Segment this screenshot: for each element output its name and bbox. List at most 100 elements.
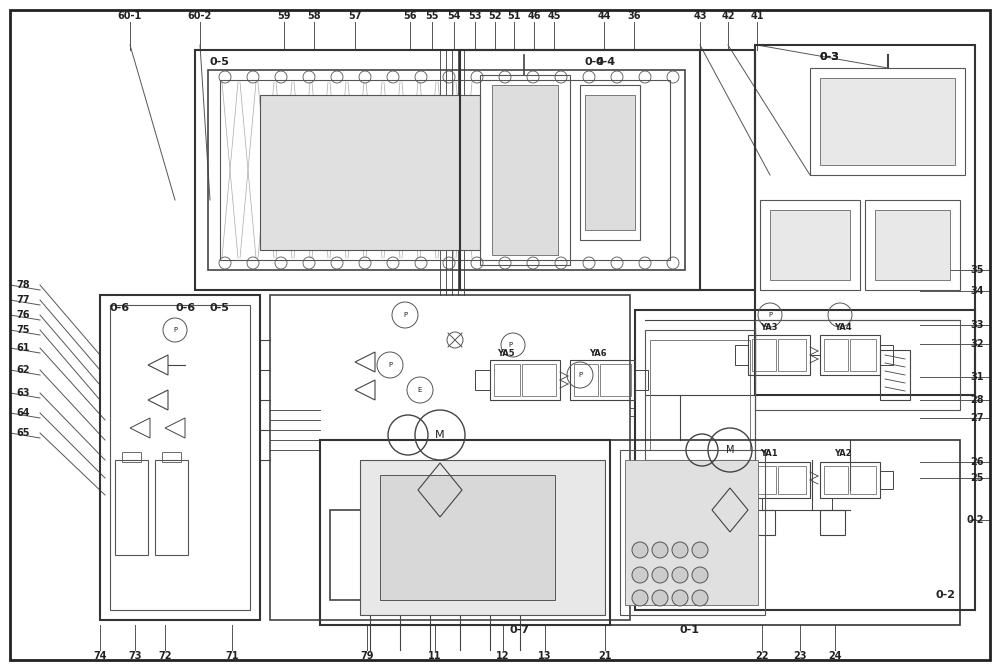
Text: 0-4: 0-4 [595,57,615,67]
Bar [820,78,955,165]
Text: 46: 46 [527,11,541,21]
Bar [850,466,876,494]
Text: P: P [173,327,177,333]
Bar [880,471,893,489]
Bar [880,350,910,400]
Bar [755,320,960,410]
Bar [610,440,960,625]
Text: 62: 62 [16,365,30,375]
Bar [650,340,750,450]
Text: 0-6: 0-6 [175,303,195,313]
Text: E: E [418,387,422,393]
Bar [770,210,850,280]
Bar [460,50,755,290]
Text: 43: 43 [693,11,707,21]
Text: 51: 51 [507,11,521,21]
Text: 53: 53 [468,11,482,21]
Bar [475,370,490,390]
Bar [752,466,776,494]
Bar [824,339,848,371]
Bar [750,510,775,535]
Bar [760,200,860,290]
Text: 0-6: 0-6 [110,303,130,313]
Text: 11: 11 [428,651,442,661]
Text: 0-3: 0-3 [820,52,840,62]
Bar [748,462,810,498]
Text: 28: 28 [970,395,984,405]
Text: 0-3: 0-3 [820,52,840,62]
Text: 44: 44 [597,11,611,21]
Text: 22: 22 [755,651,769,661]
Text: 24: 24 [828,651,842,661]
Bar [270,295,630,620]
Text: 64: 64 [16,408,30,418]
Text: 61: 61 [16,343,30,353]
Bar [155,460,188,555]
Text: 36: 36 [627,11,641,21]
Bar [380,475,555,600]
Bar [820,335,880,375]
Text: 41: 41 [750,11,764,21]
Text: YA3: YA3 [760,323,778,333]
Circle shape [652,590,668,606]
Text: 56: 56 [403,11,417,21]
Bar [635,370,648,390]
Text: M: M [435,430,445,440]
Text: P: P [403,312,407,318]
Circle shape [632,590,648,606]
Bar [162,452,181,462]
Bar [680,545,730,565]
Text: 45: 45 [547,11,561,21]
Text: 0-7: 0-7 [510,625,530,635]
Text: 55: 55 [425,11,439,21]
Text: YA4: YA4 [834,323,852,333]
Text: 63: 63 [16,388,30,398]
Text: 0-5: 0-5 [210,303,230,313]
Bar [115,460,148,555]
Bar [865,200,960,290]
Text: 21: 21 [598,651,612,661]
Bar [195,50,700,290]
Bar [778,466,806,494]
Text: 13: 13 [538,651,552,661]
Bar [875,210,950,280]
Bar [748,335,810,375]
Text: 33: 33 [970,320,984,330]
Bar [635,310,975,610]
Circle shape [692,542,708,558]
Text: 77: 77 [16,295,30,305]
Bar [625,460,758,605]
Text: 27: 27 [970,413,984,423]
Bar [330,510,510,600]
Bar [580,85,640,240]
Bar [810,68,965,175]
Bar [320,440,610,625]
Bar [480,75,570,265]
Text: 72: 72 [158,651,172,661]
Text: 75: 75 [16,325,30,335]
Text: 0-4: 0-4 [585,57,605,67]
Bar [122,452,141,462]
Bar [494,364,520,396]
Text: P: P [578,372,582,378]
Text: 58: 58 [307,11,321,21]
Text: M: M [726,445,734,455]
Text: 42: 42 [721,11,735,21]
Bar [220,80,670,260]
Bar [600,364,631,396]
Bar [360,545,480,565]
Circle shape [692,567,708,583]
Text: 23: 23 [793,651,807,661]
Text: 59: 59 [277,11,291,21]
Text: 54: 54 [447,11,461,21]
Text: 31: 31 [970,372,984,382]
Text: 60-1: 60-1 [118,11,142,21]
Text: YA5: YA5 [497,349,515,358]
Circle shape [652,567,668,583]
Bar [880,345,893,365]
Text: P: P [388,362,392,368]
Text: 26: 26 [970,457,984,467]
Bar [820,462,880,498]
Bar [570,360,635,400]
Bar [778,339,806,371]
